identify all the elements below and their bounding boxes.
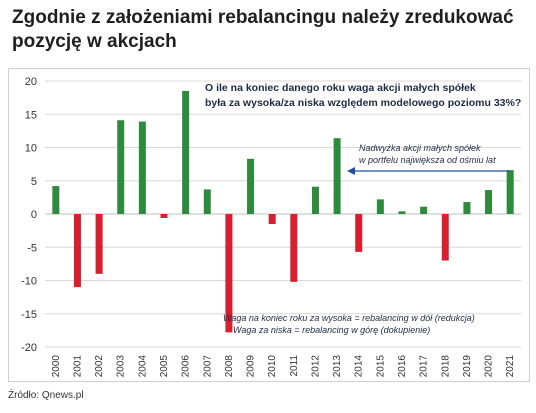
x-tick-label: 2005 (159, 355, 170, 378)
x-tick-label: 2012 (310, 355, 321, 378)
chart-title-line2: była za wysoka/za niska względem modelow… (205, 97, 521, 109)
chart-frame: 20 15 10 5 0 -5 -10 -15 -20 2000 2001 2002 2003 2004 2… (8, 68, 530, 382)
bar-2019 (463, 202, 471, 214)
y-tick-label: -15 (21, 309, 37, 321)
annotation-line1: Nadwyżka akcji małych spółek (359, 143, 481, 153)
bar-2008 (225, 214, 233, 333)
bar-2000 (52, 186, 60, 214)
y-tick-label: 15 (25, 109, 37, 121)
x-tick-label: 2018 (440, 355, 451, 378)
bar-2003 (117, 120, 125, 214)
x-tick-label: 2010 (267, 355, 278, 378)
x-tick-label: 2002 (94, 355, 105, 378)
x-tick-label: 2021 (505, 355, 516, 378)
annotation-arrow-head (347, 167, 355, 175)
bar-2002 (95, 214, 103, 274)
y-tick-label: 0 (31, 209, 37, 221)
bar-2013 (333, 138, 341, 214)
x-tick-label: 2006 (181, 355, 192, 378)
y-tick-label: -20 (21, 342, 37, 354)
x-tick-label: 2009 (246, 355, 257, 378)
bar-2014 (355, 214, 363, 252)
bar-2010 (268, 214, 276, 224)
x-tick-label: 2017 (419, 355, 430, 378)
y-tick-label: -10 (21, 276, 37, 288)
bar-2007 (203, 189, 211, 214)
x-tick-label: 2020 (484, 355, 495, 378)
bar-2018 (441, 214, 449, 261)
y-tick-label: -5 (27, 242, 37, 254)
y-tick-label: 5 (31, 176, 37, 188)
annotation-rebalance-down: Waga na koniec roku za wysoka = rebalanc… (223, 313, 475, 323)
y-tick-label: 10 (25, 143, 37, 155)
annotation-rebalance-up: Waga za niska = rebalancing w górę (doku… (233, 325, 430, 335)
x-tick-label: 2001 (72, 355, 83, 378)
x-tick-label: 2011 (289, 355, 300, 377)
y-tick-label: 20 (25, 76, 37, 88)
x-tick-label: 2007 (202, 355, 213, 378)
x-tick-label: 2016 (397, 355, 408, 378)
bar-2021 (506, 170, 514, 214)
x-tick-label: 2003 (116, 355, 127, 378)
bar-2004 (138, 121, 146, 214)
bar-2009 (247, 158, 255, 214)
bar-2005 (160, 214, 168, 218)
bar-2011 (290, 214, 298, 282)
bar-2017 (420, 206, 428, 214)
x-tick-label: 2014 (354, 355, 365, 378)
source-note: Źródło: Qnews.pl (8, 390, 84, 401)
x-tick-label: 2013 (332, 355, 343, 378)
bar-2006 (182, 90, 190, 214)
chart-title-line1: O ile na koniec danego roku waga akcji m… (205, 82, 476, 94)
bar-2001 (73, 214, 81, 288)
x-tick-label: 2015 (375, 355, 386, 378)
annotation-line2: w portfelu największa od ośmiu lat (359, 155, 496, 165)
bar-2016 (398, 211, 406, 214)
bar-2020 (485, 190, 493, 214)
x-tick-label: 2000 (51, 355, 62, 378)
x-tick-label: 2019 (462, 355, 473, 378)
bar-2015 (376, 199, 384, 214)
x-tick-label: 2008 (224, 355, 235, 378)
page-title: Zgodnie z założeniami rebalancingu należ… (12, 7, 514, 52)
x-tick-label: 2004 (137, 355, 148, 378)
bar-2012 (311, 186, 319, 214)
